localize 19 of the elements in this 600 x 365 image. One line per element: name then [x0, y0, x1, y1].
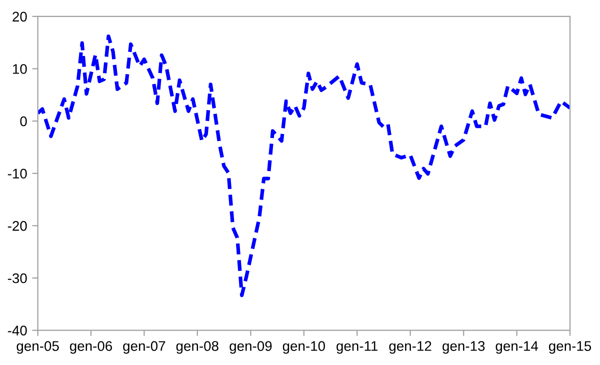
y-tick-label: -20 [8, 221, 27, 231]
x-tick-label: gen-05 [16, 341, 59, 354]
x-tick-label: gen-11 [336, 341, 378, 354]
x-tick-label: gen-07 [123, 341, 166, 354]
x-tick-label: gen-15 [548, 341, 592, 354]
x-tick-label: gen-12 [389, 341, 432, 354]
y-tick-label: -10 [8, 168, 27, 179]
y-tick-label: 20 [12, 12, 27, 22]
line-series [38, 34, 570, 298]
x-tick-label: gen-06 [70, 341, 112, 354]
y-tick-label: -40 [8, 326, 27, 336]
x-tick-label: gen-09 [230, 341, 272, 354]
y-tick-label: 10 [12, 64, 27, 74]
y-tick-label: 0 [20, 116, 27, 126]
x-tick-label: gen-14 [496, 341, 538, 354]
x-tick-label: gen-13 [442, 341, 485, 354]
x-tick-label: gen-08 [176, 341, 218, 354]
y-tick-label: -30 [8, 273, 27, 284]
x-tick-label: gen-10 [282, 341, 325, 354]
